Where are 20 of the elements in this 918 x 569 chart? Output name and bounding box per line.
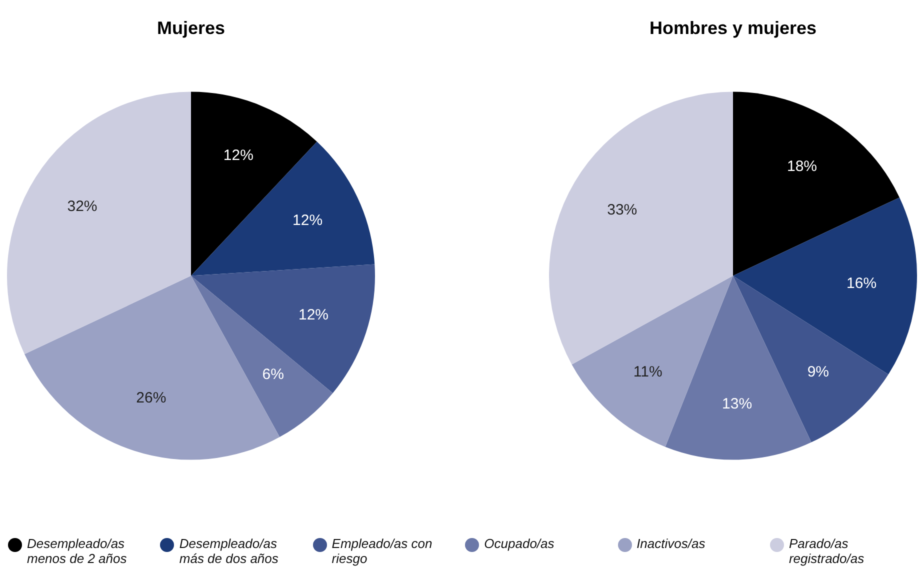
chart-title: Mujeres (156, 18, 226, 38)
data-label: 16% (846, 275, 877, 292)
data-label: 13% (722, 396, 752, 413)
legend-label: Ocupado/as (484, 536, 554, 551)
data-label: 26% (136, 389, 166, 406)
legend-label: Inactivos/as (636, 536, 706, 551)
data-label: 12% (298, 306, 329, 324)
legend-label: Desempleado/as más de dos años (179, 536, 280, 566)
chart-title: Hombres y mujeres (649, 18, 817, 38)
data-label: 11% (633, 364, 662, 381)
legend-label: Desempleado/as menos de 2 años (27, 536, 128, 566)
legend-label: Parado/as registrado/as (788, 536, 866, 566)
legend-label: Empleado/as con riesgo (332, 536, 434, 566)
data-label: 18% (787, 158, 818, 176)
data-label: 12% (292, 212, 323, 230)
data-label: 33% (607, 201, 638, 218)
data-label: 6% (262, 366, 284, 384)
data-label: 9% (807, 364, 830, 381)
data-label: 32% (67, 198, 98, 215)
data-label: 12% (223, 147, 254, 164)
